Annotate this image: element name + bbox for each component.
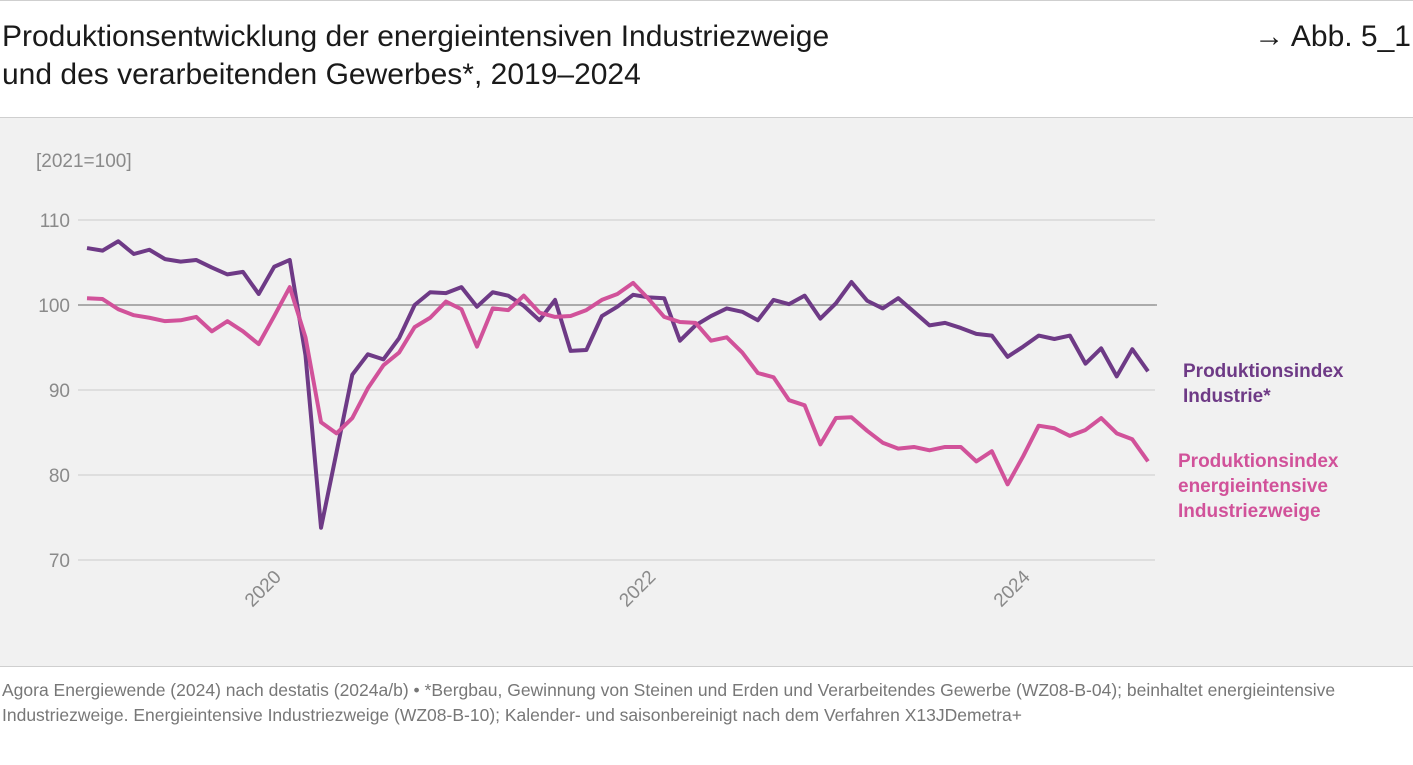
y-tick-label: 70 (49, 551, 70, 572)
y-tick-label: 110 (40, 211, 70, 232)
y-unit: [2021=100] (36, 151, 132, 172)
title-block: Produktionsentwicklung der energieintens… (2, 18, 829, 94)
top-rule (0, 0, 1413, 1)
x-tick-label: 2020 (241, 567, 286, 612)
series-line (86, 239, 1150, 530)
y-tick-label: 90 (49, 381, 70, 402)
y-tick-label: 80 (49, 466, 70, 487)
series-label: Produktionsindex Industrie* (1183, 361, 1344, 408)
x-tick-label: 2024 (990, 566, 1035, 611)
series-label: Produktionsindex energieintensive Indust… (1178, 451, 1339, 523)
series-line (86, 280, 1150, 487)
figure-ref: → Abb. 5_1 (1254, 20, 1411, 53)
y-tick-label: 100 (38, 296, 70, 317)
x-tick-label: 2022 (615, 567, 660, 612)
plot-background (0, 117, 1413, 667)
title-line: und des verarbeitenden Gewerbes*, 2019–2… (2, 58, 641, 91)
title-line: Produktionsentwicklung der energieintens… (2, 20, 830, 53)
source-note: Agora Energiewende (2024) nach destatis … (2, 680, 1336, 725)
